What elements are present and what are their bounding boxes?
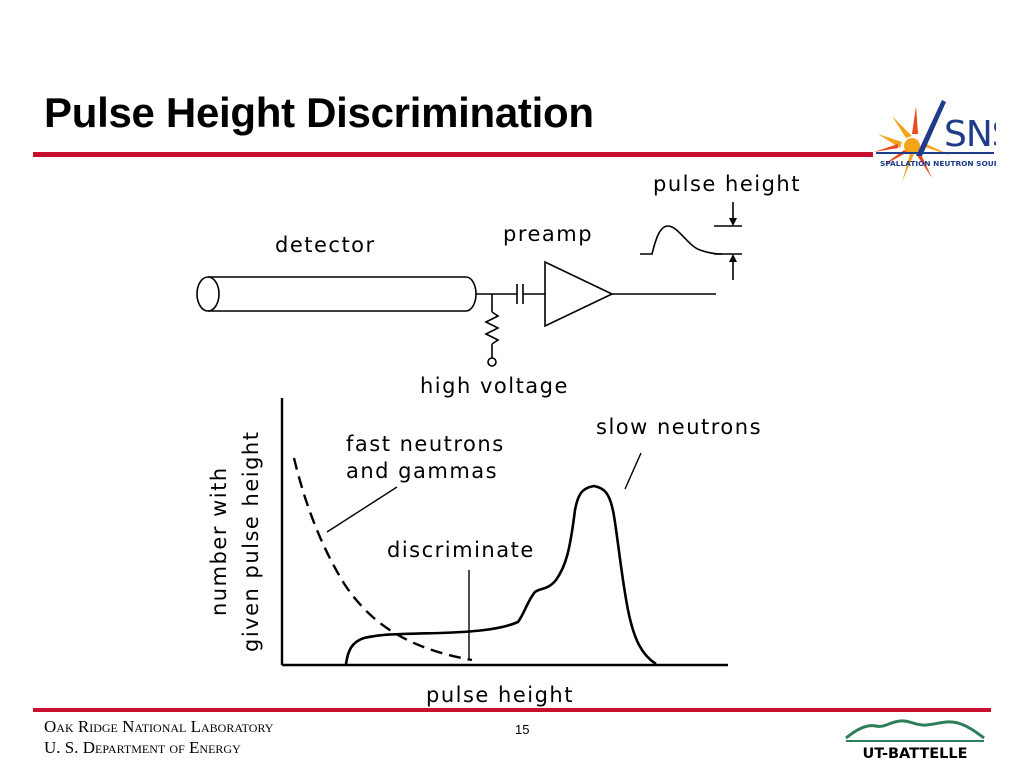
ut-battelle-logo: UT-BATTELLE [845, 719, 985, 762]
pulse-shape [640, 225, 723, 255]
slow-neutrons-label: slow neutrons [596, 415, 762, 439]
footer-org-line1: Oak Ridge National Laboratory [44, 717, 274, 736]
fast-neutrons-leader [326, 486, 398, 533]
x-axis-label: pulse height [426, 683, 574, 707]
fast-neutrons-label-line2: and gammas [346, 459, 498, 483]
capacitor-symbol [516, 284, 524, 304]
fast-neutrons-curve [292, 457, 473, 662]
preamp-label: preamp [503, 222, 593, 246]
slow-neutrons-curve [344, 484, 657, 666]
sns-wordmark: SNS [944, 114, 996, 155]
footer-rule [33, 708, 991, 712]
sns-tagline: SPALLATION NEUTRON SOURCE [880, 159, 996, 168]
mountain-icon [845, 719, 985, 740]
detector-tube [196, 276, 477, 312]
high-voltage-label: high voltage [420, 374, 569, 398]
y-axis-label-line1: number with [207, 466, 231, 616]
title-rule [33, 152, 873, 157]
pulse-height-top-label: pulse height [653, 172, 801, 196]
footer-organization: Oak Ridge National Laboratory U. S. Depa… [44, 716, 273, 759]
sns-starburst-icon [874, 106, 952, 182]
pulse-height-marker [714, 202, 742, 280]
y-axis-label-line2: given pulse height [239, 431, 263, 652]
pulse-height-arrowheads [729, 218, 737, 262]
resistor-symbol [484, 294, 500, 367]
fast-neutrons-label-line1: fast neutrons [346, 432, 505, 456]
ut-battelle-wordmark: UT-BATTELLE [862, 746, 967, 762]
preamp-triangle [544, 260, 614, 328]
slow-neutrons-leader [624, 452, 642, 490]
footer-org-line2: U. S. Department of Energy [44, 738, 241, 758]
sns-logo: SNS SPALLATION NEUTRON SOURCE [874, 100, 996, 182]
page-number: 15 [515, 722, 530, 737]
slide-title: Pulse Height Discrimination [44, 89, 594, 136]
y-axis-label: number with given pulse height [207, 431, 263, 652]
spectrum-axes [280, 398, 728, 667]
discriminate-label: discriminate [387, 538, 535, 562]
sns-bolt-icon [916, 100, 946, 156]
detector-label: detector [275, 233, 376, 257]
